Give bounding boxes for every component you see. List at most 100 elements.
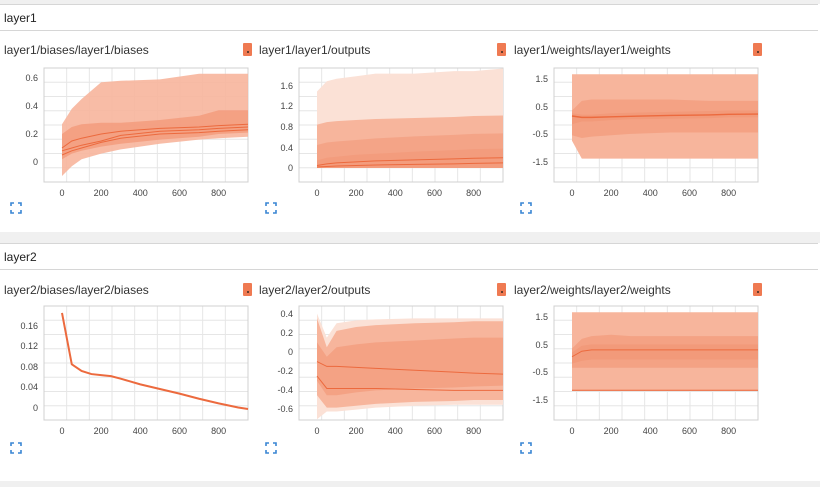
y-tick-label: 0.4 (25, 101, 38, 111)
y-tick-label: 0.16 (20, 321, 38, 331)
y-tick-label: 1.5 (535, 74, 548, 84)
section-title: layer2 (4, 250, 37, 264)
x-tick-label: 0 (59, 426, 64, 436)
section-header-layer1[interactable]: layer1 (0, 4, 818, 31)
chart-title: layer2/weights/layer2/weights (514, 283, 671, 297)
x-tick-label: 800 (211, 426, 226, 436)
percentile-line (571, 349, 758, 358)
y-tick-label: 1.5 (535, 312, 548, 322)
percentile-line (316, 375, 503, 391)
expand-icon[interactable] (265, 202, 277, 214)
x-tick-label: 600 (682, 426, 697, 436)
y-tick-label: 0.2 (280, 328, 293, 338)
percentile-line (316, 361, 504, 375)
x-tick-label: 600 (427, 426, 442, 436)
x-tick-label: 200 (604, 188, 619, 198)
histogram-chart: 0 200 400 600 800 0.4 0.2 0 -0.2 -0.4 -0.6 (277, 305, 504, 436)
chart-menu-badge[interactable] (243, 43, 252, 56)
section-title: layer1 (4, 11, 37, 25)
percentile-line (571, 113, 759, 119)
x-tick-label: 800 (466, 426, 481, 436)
x-tick-label: 800 (721, 426, 736, 436)
y-tick-label: 0.04 (20, 382, 38, 392)
chart-menu-badge[interactable] (497, 283, 506, 296)
x-tick-label: 200 (349, 188, 364, 198)
x-tick-label: 800 (466, 188, 481, 198)
x-tick-label: 400 (133, 426, 148, 436)
chart-card-layer2-biases: layer2/biases/layer2/biases 0 200 400 600 80… (4, 276, 260, 476)
y-tick-label: -0.2 (277, 366, 293, 376)
chart-card-layer1-outputs: layer1/layer1/outputs 0 200 400 600 800 1.6 1.… (259, 36, 515, 236)
x-tick-label: 800 (721, 188, 736, 198)
x-tick-label: 600 (682, 188, 697, 198)
percentile-line (316, 162, 504, 168)
x-tick-label: 400 (643, 188, 658, 198)
x-tick-label: 200 (94, 188, 109, 198)
chart-menu-badge[interactable] (753, 43, 762, 56)
x-tick-label: 0 (314, 426, 319, 436)
x-tick-label: 800 (211, 188, 226, 198)
expand-icon[interactable] (265, 442, 277, 454)
y-tick-label: 0.6 (25, 73, 38, 83)
x-tick-label: 400 (388, 188, 403, 198)
chart-title: layer2/biases/layer2/biases (4, 283, 149, 297)
x-tick-label: 0 (569, 188, 574, 198)
section-header-layer2[interactable]: layer2 (0, 243, 818, 270)
line-chart: 0 200 400 600 800 0.16 0.12 0.08 0.04 0 (20, 305, 249, 436)
chart-card-layer1-biases: layer1/biases/layer1/biases 0 200 400 600 80… (4, 36, 260, 236)
chart-title: layer2/layer2/outputs (259, 283, 371, 297)
distribution-band (572, 344, 758, 364)
percentile-line (61, 126, 249, 152)
x-tick-label: 400 (388, 426, 403, 436)
y-tick-label: -0.5 (532, 129, 548, 139)
expand-icon[interactable] (520, 202, 532, 214)
x-tick-label: 0 (59, 188, 64, 198)
distribution-band (572, 110, 758, 125)
y-tick-label: -0.5 (532, 367, 548, 377)
y-tick-label: 0 (33, 157, 38, 167)
x-tick-label: 600 (427, 188, 442, 198)
percentile-line (316, 157, 504, 166)
y-tick-label: 0.5 (535, 102, 548, 112)
y-tick-label: -1.5 (532, 395, 548, 405)
chart-menu-badge[interactable] (497, 43, 506, 56)
chart-card-layer2-outputs: layer2/layer2/outputs 0 200 400 600 800 0.4 0.… (259, 276, 515, 476)
y-tick-label: -1.5 (532, 157, 548, 167)
y-tick-label: -0.4 (277, 385, 293, 395)
expand-icon[interactable] (10, 442, 22, 454)
x-tick-label: 0 (314, 188, 319, 198)
y-tick-label: 0 (288, 347, 293, 357)
y-tick-label: 0.4 (280, 143, 293, 153)
x-tick-label: 0 (569, 426, 574, 436)
x-tick-label: 400 (643, 426, 658, 436)
chart-card-layer2-weights: layer2/weights/layer2/weights 0 200 400 600… (514, 276, 770, 476)
chart-menu-badge[interactable] (243, 283, 252, 296)
distribution-band (317, 337, 503, 396)
y-tick-label: 1.6 (280, 81, 293, 91)
chart-title: layer1/biases/layer1/biases (4, 43, 149, 57)
y-tick-label: 0.12 (20, 341, 38, 351)
expand-icon[interactable] (10, 202, 22, 214)
expand-icon[interactable] (520, 442, 532, 454)
chart-menu-badge[interactable] (753, 283, 762, 296)
y-tick-label: 0.5 (535, 340, 548, 350)
series-line (61, 312, 249, 411)
distribution-band (317, 148, 503, 168)
y-tick-label: 0.8 (280, 122, 293, 132)
y-tick-label: -0.6 (277, 404, 293, 414)
y-tick-label: 0.08 (20, 362, 38, 372)
y-tick-label: 1.2 (280, 101, 293, 111)
histogram-chart: 0 200 400 600 800 0.6 0.4 0.2 0 (25, 67, 249, 198)
histogram-chart: 0 200 400 600 800 1.5 0.5 -0.5 -1.5 (532, 67, 759, 198)
x-tick-label: 600 (172, 426, 187, 436)
x-tick-label: 200 (349, 426, 364, 436)
y-tick-label: 0.4 (280, 309, 293, 319)
y-tick-label: 0.2 (25, 129, 38, 139)
y-tick-label: 0 (288, 163, 293, 173)
x-tick-label: 200 (94, 426, 109, 436)
chart-title: layer1/weights/layer1/weights (514, 43, 671, 57)
histogram-chart: 0 200 400 600 800 1.5 0.5 -0.5 -1.5 (532, 305, 759, 436)
x-tick-label: 200 (604, 426, 619, 436)
percentile-line (61, 123, 249, 149)
chart-card-layer1-weights: layer1/weights/layer1/weights 0 200 400 600… (514, 36, 770, 236)
